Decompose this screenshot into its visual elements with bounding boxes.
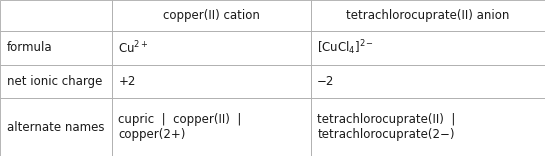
Bar bbox=[0, 0, 112, 31]
Text: alternate names: alternate names bbox=[7, 121, 104, 134]
Text: formula: formula bbox=[7, 41, 52, 54]
Bar bbox=[0, 31, 112, 65]
Bar bbox=[311, 65, 545, 98]
Text: tetrachlorocuprate(II)  |
tetrachlorocuprate(2−): tetrachlorocuprate(II) | tetrachlorocupr… bbox=[317, 113, 456, 141]
Text: [CuCl$_4$]$^{2-}$: [CuCl$_4$]$^{2-}$ bbox=[317, 39, 374, 57]
Bar bbox=[112, 98, 311, 156]
Bar bbox=[0, 65, 112, 98]
Text: −2: −2 bbox=[317, 75, 335, 88]
Bar bbox=[112, 31, 311, 65]
Bar bbox=[112, 65, 311, 98]
Text: tetrachlorocuprate(II) anion: tetrachlorocuprate(II) anion bbox=[346, 9, 510, 22]
Text: +2: +2 bbox=[118, 75, 136, 88]
Bar bbox=[311, 98, 545, 156]
Text: Cu$^{2+}$: Cu$^{2+}$ bbox=[118, 40, 149, 56]
Text: copper(II) cation: copper(II) cation bbox=[163, 9, 259, 22]
Text: cupric  |  copper(II)  |
copper(2+): cupric | copper(II) | copper(2+) bbox=[118, 113, 241, 141]
Text: net ionic charge: net ionic charge bbox=[7, 75, 102, 88]
Bar bbox=[311, 0, 545, 31]
Bar bbox=[311, 31, 545, 65]
Bar bbox=[0, 98, 112, 156]
Bar bbox=[112, 0, 311, 31]
